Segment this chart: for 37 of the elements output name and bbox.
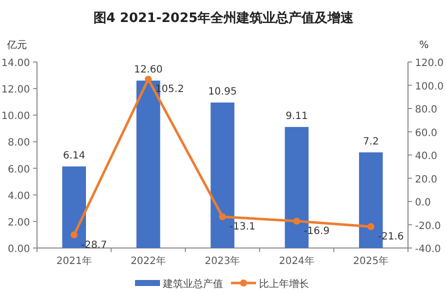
data-label: 12.60: [134, 64, 163, 76]
y2-tick-label: -20.0: [415, 220, 441, 232]
y-tick-label: 0.00: [8, 244, 30, 255]
point: [144, 76, 152, 83]
y-axis-title: 亿元: [6, 40, 27, 51]
y-tick-label: 4.00: [8, 190, 30, 202]
y2-tick-label: 120.0: [415, 58, 444, 69]
y2-tick-label: 20.0: [415, 174, 438, 186]
y-tick-label: 8.00: [8, 138, 30, 149]
x-tick-label: 2024年: [278, 255, 314, 267]
y2-axis-title: %: [419, 40, 429, 51]
x-tick-label: 2022年: [130, 255, 166, 267]
data-label: 7.2: [362, 136, 379, 148]
point: [367, 223, 374, 230]
y2-tick-label: 0.0: [415, 198, 431, 208]
x-tick-label: 2023年: [204, 255, 240, 267]
chart-title: 图4 2021-2025年全州建筑业总产值及增速: [93, 10, 355, 26]
legend-label: 比上年增长: [259, 278, 309, 290]
legend-label: 建筑业总产值: [162, 278, 223, 290]
x-tick-label: 2021年: [56, 255, 92, 267]
data-label: 6.14: [62, 150, 86, 162]
y-tick-label: 6.00: [8, 164, 30, 176]
y-tick-label: 12.00: [1, 84, 30, 96]
y-tick-label: 14.00: [1, 58, 30, 69]
y2-tick-label: 40.0: [415, 151, 438, 162]
y-tick-label: 2.00: [8, 217, 30, 228]
y2-tick-label: 60.0: [415, 128, 438, 139]
point: [293, 218, 300, 225]
y-tick-label: 10.00: [1, 111, 30, 122]
data-label: 9.11: [286, 110, 308, 122]
y2-tick-label: 80.0: [415, 104, 438, 116]
point: [70, 231, 78, 238]
x-tick-label: 2025年: [353, 255, 389, 267]
y2-tick-label: -40.0: [415, 244, 441, 255]
y2-tick-label: 100.0: [415, 81, 444, 92]
point: [219, 213, 226, 220]
data-label: 10.95: [208, 86, 237, 98]
